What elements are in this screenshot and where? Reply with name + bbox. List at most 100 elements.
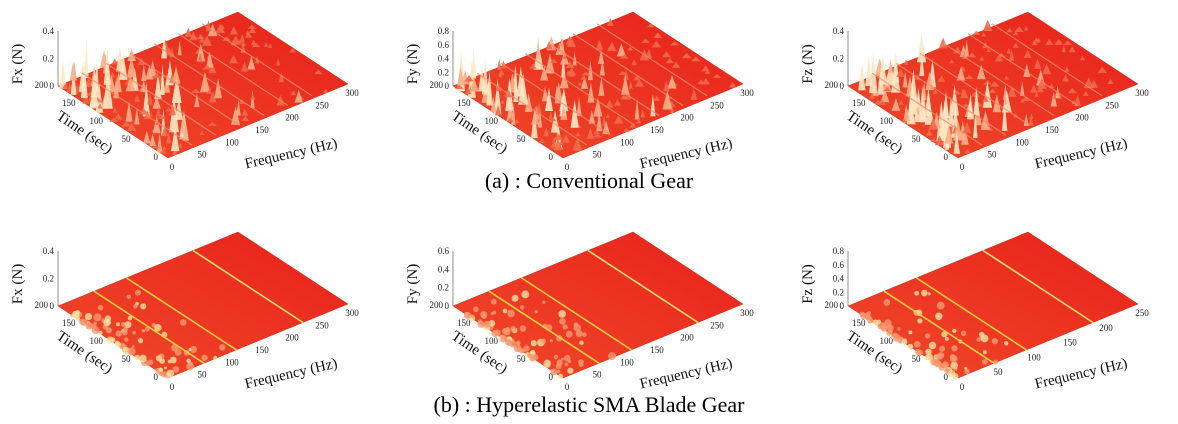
spike [605, 99, 614, 108]
noise [189, 345, 198, 354]
time-tick-label: 200 [35, 80, 49, 90]
z-tick-label: 0.4 [833, 26, 845, 36]
spike [665, 57, 674, 64]
freq-axis-label: Frequency (Hz) [638, 356, 734, 393]
surface [452, 11, 744, 159]
spike [178, 142, 183, 148]
spike [634, 98, 640, 120]
ridge [476, 72, 588, 146]
harmonic-line [125, 277, 237, 351]
noise [219, 344, 226, 351]
spike [953, 120, 963, 141]
freq-tick-label: 50 [198, 150, 208, 160]
caption: (a) : Conventional Gear [485, 168, 694, 193]
noise [542, 300, 546, 304]
noise [578, 359, 584, 365]
noise [109, 337, 116, 343]
spike [113, 76, 120, 99]
spike [82, 96, 90, 104]
spike [874, 99, 881, 104]
ridge [943, 43, 1055, 117]
spike [548, 110, 553, 120]
noise [914, 290, 920, 296]
spike [575, 132, 581, 137]
surface-panel [57, 11, 349, 159]
time-tick-label: 100 [90, 336, 104, 346]
spike [635, 118, 642, 124]
freq-tick-label: 200 [1075, 113, 1089, 123]
spike [126, 55, 136, 78]
spike [177, 40, 182, 56]
freq-tick-label: 0 [565, 162, 570, 172]
spike [858, 62, 866, 91]
spike [581, 71, 591, 76]
noise [901, 338, 908, 345]
spike [1050, 91, 1058, 107]
spike [493, 78, 502, 115]
spike [125, 75, 136, 92]
noise [924, 333, 931, 339]
spike [1036, 86, 1045, 93]
harmonic-line [93, 290, 205, 364]
spike [956, 66, 966, 81]
noise [502, 308, 508, 314]
noise [947, 369, 956, 378]
noise [158, 367, 163, 372]
noise [490, 311, 494, 316]
spike [540, 65, 549, 81]
spike [244, 32, 253, 38]
noise [172, 365, 180, 373]
spike [531, 108, 539, 125]
noise [933, 359, 941, 367]
spike [559, 72, 569, 89]
spike [1062, 40, 1073, 46]
spike [103, 47, 111, 85]
spike [151, 144, 161, 149]
spike [621, 74, 630, 95]
time-tick-label: 200 [430, 80, 444, 90]
z-tick-label: 0.4 [438, 264, 450, 274]
ridge [524, 52, 636, 126]
spike [669, 106, 675, 114]
spike [1030, 84, 1038, 93]
spike [251, 43, 261, 48]
time-tick-label: 150 [852, 318, 866, 328]
spike [663, 80, 670, 92]
spike [883, 87, 892, 92]
spike [631, 59, 637, 66]
z-tick-label: 0.2 [43, 54, 54, 64]
freq-tick-label: 250 [710, 100, 724, 110]
time-tick-label: 200 [35, 300, 49, 310]
spike [160, 63, 165, 96]
spike [529, 63, 537, 69]
spike [228, 54, 238, 64]
harmonic-line [488, 290, 600, 364]
noise [499, 335, 508, 343]
harmonic-line [587, 249, 699, 324]
ridge [572, 33, 684, 107]
spike [1037, 77, 1047, 90]
spike [1006, 47, 1011, 54]
spike [989, 81, 1000, 87]
spike [888, 59, 893, 73]
freq-tick-label: 200 [680, 333, 694, 343]
z-tick-label: 0.8 [833, 246, 845, 256]
spike [538, 138, 546, 144]
spike [69, 61, 77, 81]
spike [652, 95, 661, 102]
spike [541, 86, 549, 102]
freq-tick-label: 150 [650, 345, 664, 355]
freq-tick-label: 250 [315, 100, 329, 110]
noise [883, 319, 892, 328]
spike [628, 80, 633, 89]
spike [620, 94, 628, 99]
spike [168, 103, 176, 116]
noise [608, 352, 617, 361]
spike [514, 119, 520, 124]
spike [916, 34, 927, 63]
spike [194, 93, 200, 108]
noise [944, 336, 949, 341]
spike [288, 48, 297, 53]
ridge [201, 23, 313, 97]
spike [613, 99, 621, 106]
